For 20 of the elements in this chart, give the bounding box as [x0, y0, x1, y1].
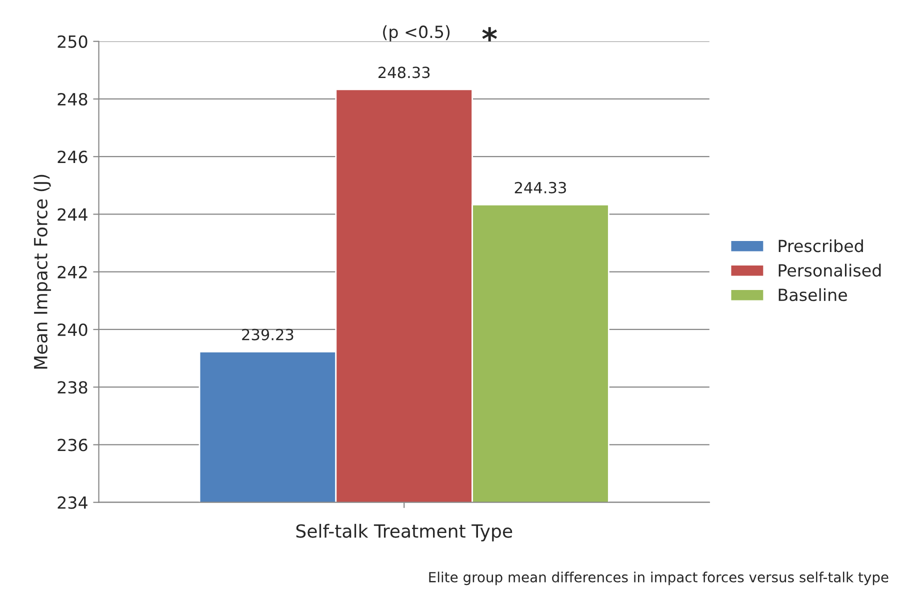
text: Elite group mean differences in impact forces versus self-talk type: [429, 572, 888, 586]
y-tick-label: 240: [58, 323, 88, 336]
data-label: 248.33: [378, 66, 430, 78]
y-tick-label: 234: [58, 496, 88, 509]
y-axis-title: Mean Impact Force (J): [34, 174, 51, 369]
legend-label: Baseline: [778, 288, 847, 302]
y-tick-label: 244: [58, 208, 88, 221]
data-label: 239.23: [242, 328, 294, 340]
data-label: 244.33: [514, 182, 566, 194]
y-tick-label: 242: [58, 266, 87, 278]
legend-label: Personalised: [778, 264, 881, 277]
y-tick-label: 238: [58, 381, 88, 394]
text: *: [482, 27, 497, 42]
y-tick-label: 246: [58, 150, 88, 164]
text: (p <0.5): [383, 25, 450, 42]
y-tick-label: 250: [58, 35, 88, 48]
x-axis-title: Self-talk Treatment Type: [296, 524, 512, 542]
legend-label: Prescribed: [778, 239, 863, 252]
y-tick-label: 248: [58, 92, 88, 106]
y-tick-label: 236: [58, 438, 88, 452]
